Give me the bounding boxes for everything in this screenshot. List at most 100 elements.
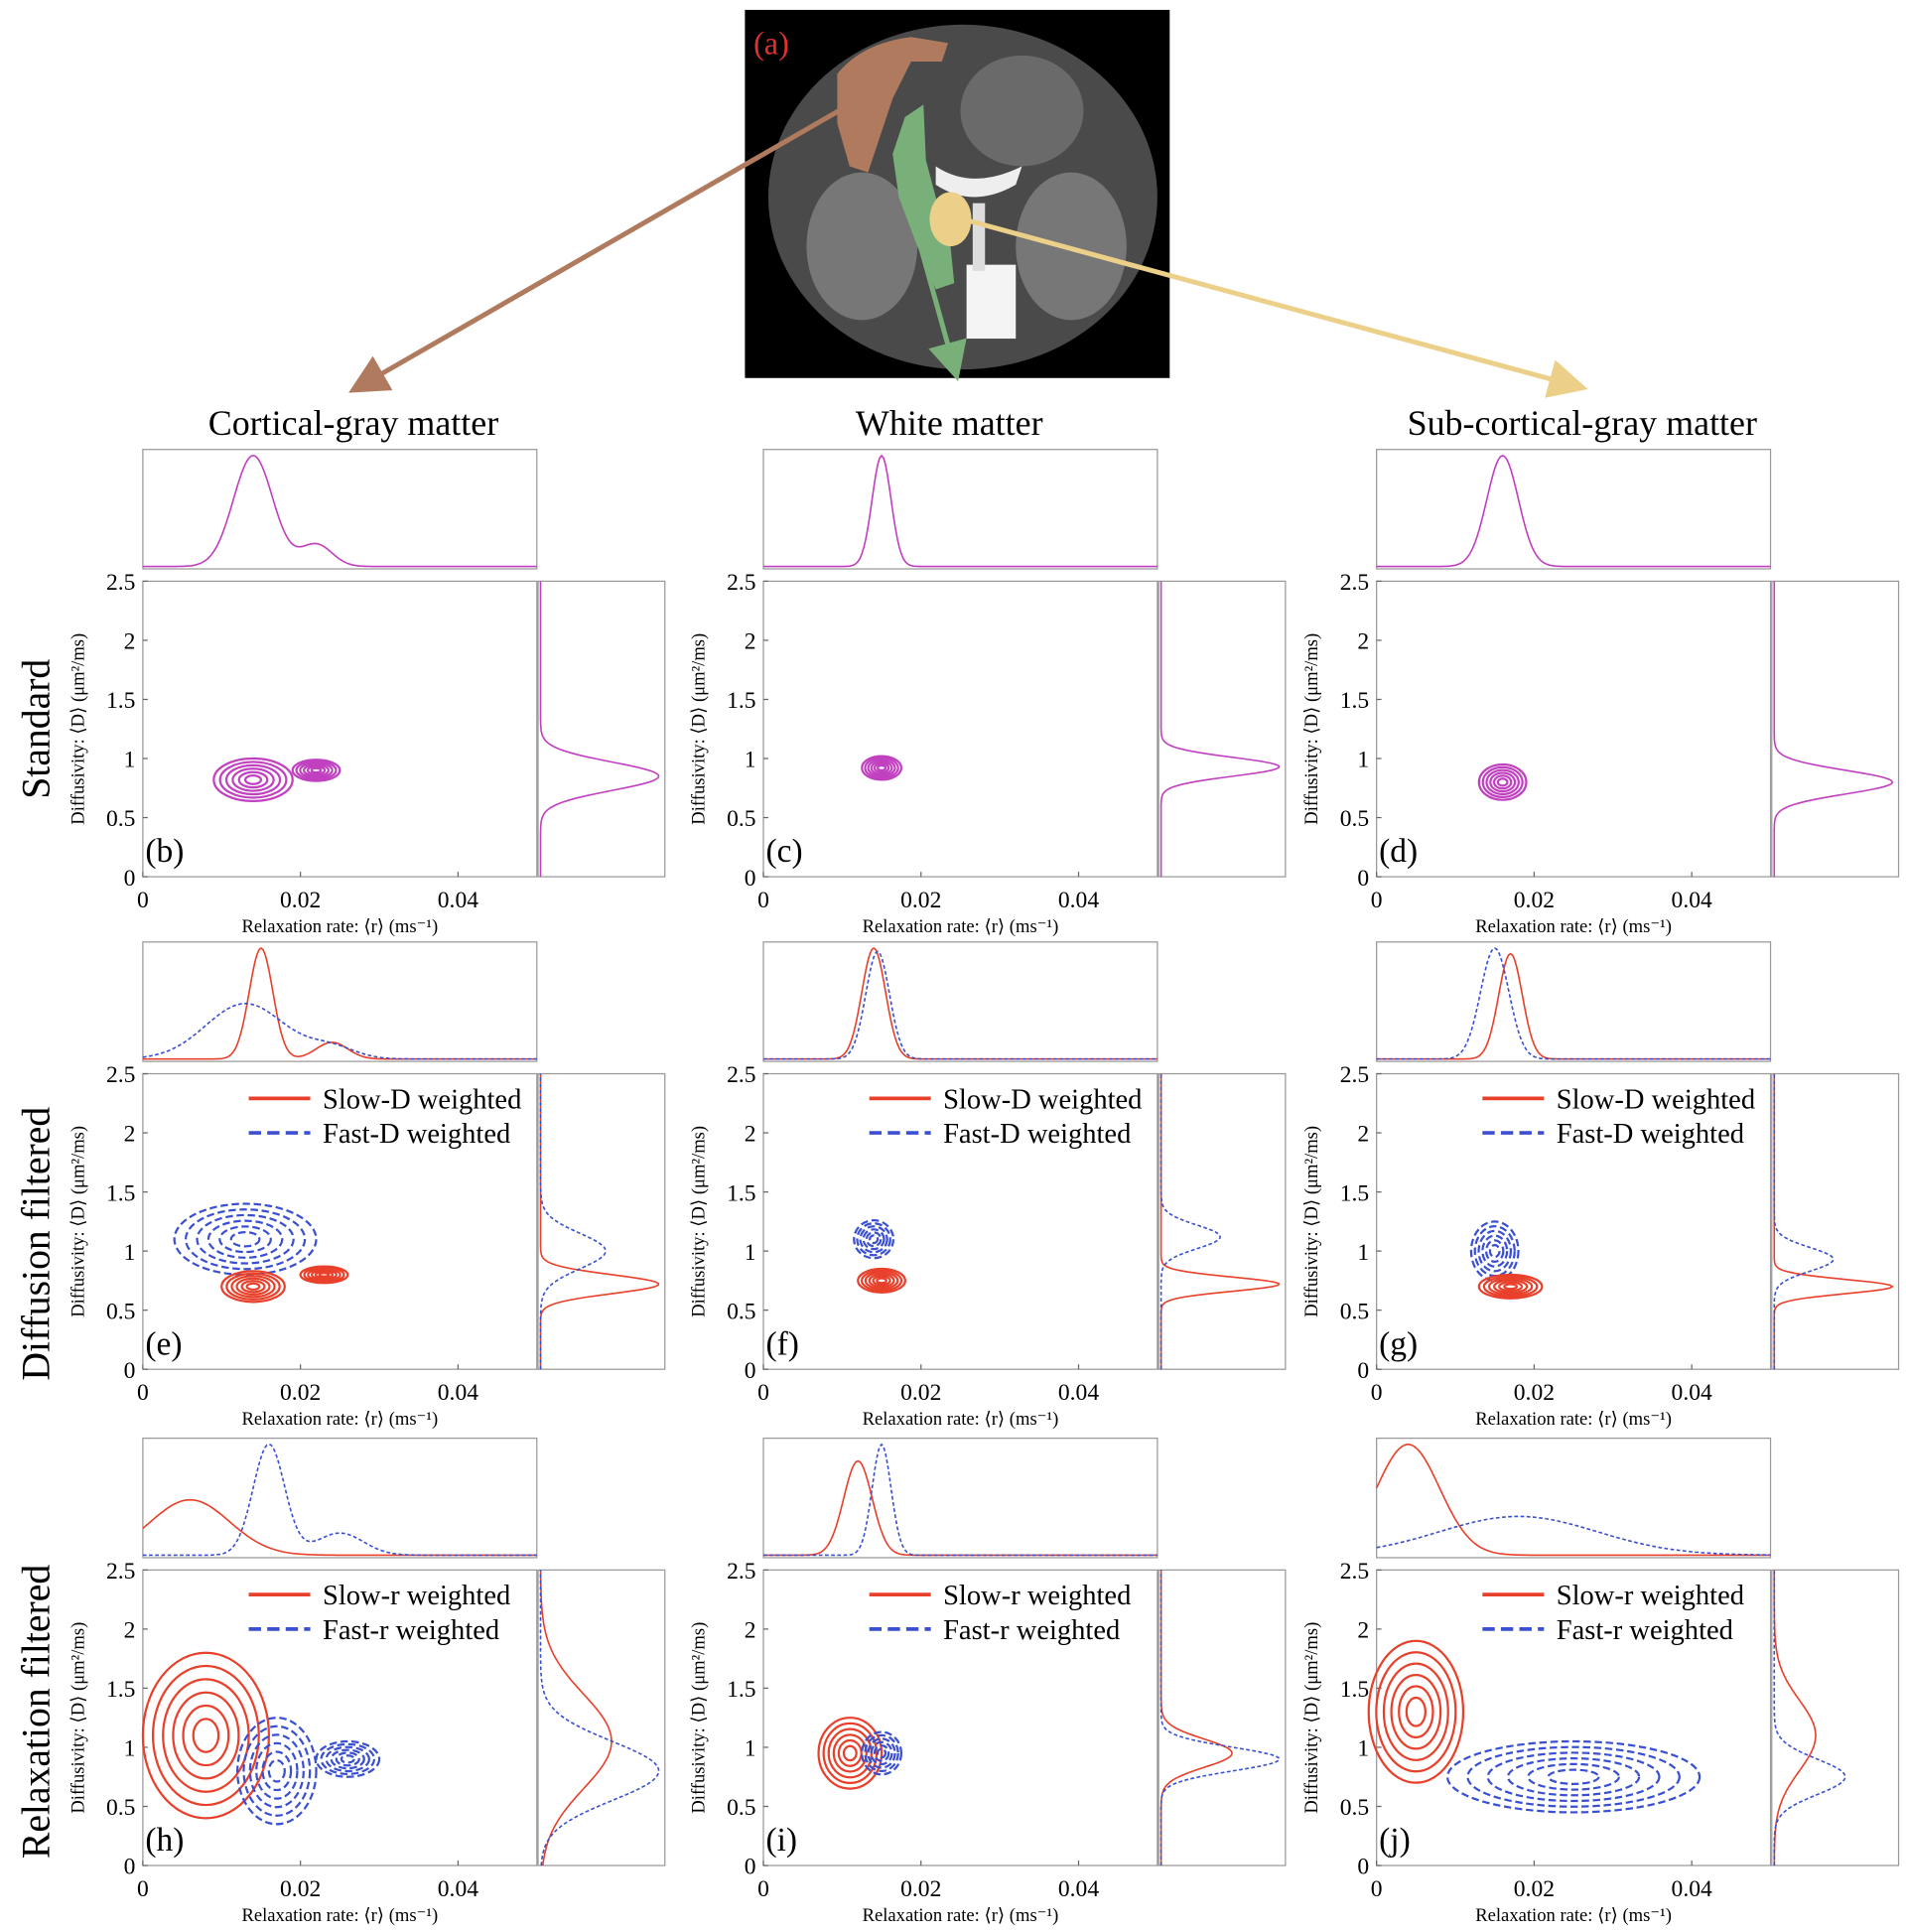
axes-frame xyxy=(1376,1072,1772,1370)
y-axis-label: Diffusivity: ⟨D⟩ (μm²/ms) xyxy=(1301,633,1322,825)
x-axis-label: Relaxation rate: ⟨r⟩ (ms⁻¹) xyxy=(1475,1409,1672,1430)
x-tick-label: 0.02 xyxy=(900,888,941,913)
contour xyxy=(861,1730,903,1776)
contour xyxy=(1547,1768,1600,1785)
contour xyxy=(325,1745,370,1773)
panel-label: (c) xyxy=(765,833,802,870)
legend-entry: Slow-D weighted xyxy=(1557,1084,1755,1115)
y-tick-label: 1 xyxy=(1357,748,1369,773)
arrow xyxy=(348,102,852,393)
contour xyxy=(1481,1234,1509,1268)
legend-entry: Fast-r weighted xyxy=(323,1615,499,1646)
x-axis-label: Relaxation rate: ⟨r⟩ (ms⁻¹) xyxy=(863,916,1059,937)
marginal-curve xyxy=(1375,1444,1771,1557)
y-tick-label: 0.5 xyxy=(1340,1299,1369,1324)
cortical-region xyxy=(837,37,949,173)
contour xyxy=(236,1717,318,1826)
contour xyxy=(1485,1239,1505,1263)
subcortical-region xyxy=(929,192,972,247)
contour xyxy=(1382,1662,1449,1761)
legend-entry: Slow-D weighted xyxy=(943,1084,1142,1115)
y-tick-label: 1.5 xyxy=(1340,1180,1369,1206)
y-tick-label: 2.5 xyxy=(1340,1559,1369,1585)
contour xyxy=(314,1270,335,1280)
contour xyxy=(870,1740,893,1766)
marginal-curve xyxy=(539,1073,607,1370)
y-tick-label: 0 xyxy=(124,1855,136,1880)
marginal-curve xyxy=(1376,952,1771,1060)
contour xyxy=(182,1704,230,1767)
contour xyxy=(1469,1220,1520,1283)
y-tick-label: 0 xyxy=(1357,866,1369,892)
marginal-frame xyxy=(1771,1569,1900,1866)
x-axis-label: Relaxation rate: ⟨r⟩ (ms⁻¹) xyxy=(241,916,438,937)
contour xyxy=(861,755,903,781)
x-tick-label: 0.04 xyxy=(1672,1876,1712,1902)
panel-label: (j) xyxy=(1379,1822,1411,1859)
contour xyxy=(335,1751,360,1767)
contour xyxy=(860,1269,903,1293)
contour xyxy=(237,770,269,789)
marginal-curve xyxy=(142,947,537,1060)
y-tick-label: 2 xyxy=(124,1122,136,1148)
x-tick-label: 0 xyxy=(1371,1876,1383,1902)
x-tick-label: 0 xyxy=(137,888,149,913)
axes-frame xyxy=(762,1569,1158,1866)
y-tick-label: 2 xyxy=(745,629,756,655)
contour xyxy=(873,1744,890,1762)
y-axis-label: Diffusivity: ⟨D⟩ (μm²/ms) xyxy=(1301,1622,1322,1814)
legend-entry: Fast-D weighted xyxy=(323,1119,510,1150)
white-matter-region xyxy=(892,104,955,290)
contour xyxy=(859,1225,888,1254)
panel-label: (g) xyxy=(1379,1325,1418,1362)
contour xyxy=(1390,1673,1442,1750)
y-tick-label: 0 xyxy=(1357,1855,1369,1880)
panel-label: (d) xyxy=(1379,833,1418,870)
y-tick-label: 1 xyxy=(745,1240,756,1266)
y-tick-label: 0.5 xyxy=(106,1299,135,1324)
contour xyxy=(243,774,263,785)
legend-entry: Slow-r weighted xyxy=(323,1581,510,1611)
contour xyxy=(1473,1225,1516,1278)
axes-frame xyxy=(142,1569,538,1866)
y-tick-label: 1.5 xyxy=(1340,1677,1369,1703)
x-tick-label: 0.04 xyxy=(1672,888,1712,913)
marginal-frame xyxy=(1771,1072,1900,1370)
marginal-curve xyxy=(1376,947,1771,1060)
y-tick-label: 2.5 xyxy=(106,1559,135,1585)
contour xyxy=(1527,1762,1620,1791)
contour xyxy=(218,1225,272,1254)
contour xyxy=(867,1737,896,1769)
row-label: Diffusion filtered xyxy=(15,1107,59,1381)
marginal-curve xyxy=(762,454,1157,568)
x-tick-label: 0.04 xyxy=(1672,1380,1712,1406)
contour xyxy=(868,1273,895,1289)
panel-label: (b) xyxy=(145,833,184,870)
marginal-frame xyxy=(142,1438,538,1559)
x-axis-label: Relaxation rate: ⟨r⟩ (ms⁻¹) xyxy=(863,1905,1059,1926)
contour xyxy=(220,1270,286,1304)
contour xyxy=(318,1272,331,1278)
column-title: White matter xyxy=(856,403,1043,443)
marginal-curve xyxy=(1159,581,1281,878)
contour xyxy=(837,1738,863,1767)
contour xyxy=(303,1266,345,1284)
y-axis-label: Diffusivity: ⟨D⟩ (μm²/ms) xyxy=(1301,1126,1322,1317)
brain-image: (a) xyxy=(348,9,1588,398)
contour xyxy=(172,1691,240,1780)
contour xyxy=(224,763,282,796)
y-tick-label: 0.5 xyxy=(1340,1795,1369,1821)
contour xyxy=(173,1202,318,1277)
panel-label: (f) xyxy=(765,1325,798,1362)
marginal-curve xyxy=(1376,455,1771,568)
contour xyxy=(295,759,338,781)
contour xyxy=(212,757,294,802)
column-title: Sub-cortical-gray matter xyxy=(1408,403,1757,443)
contour xyxy=(184,1208,307,1271)
contour xyxy=(1375,1651,1457,1773)
contour xyxy=(865,1231,883,1248)
contour xyxy=(870,760,893,775)
x-tick-label: 0.02 xyxy=(280,1876,321,1902)
contour xyxy=(231,767,275,792)
contour xyxy=(869,1234,880,1245)
